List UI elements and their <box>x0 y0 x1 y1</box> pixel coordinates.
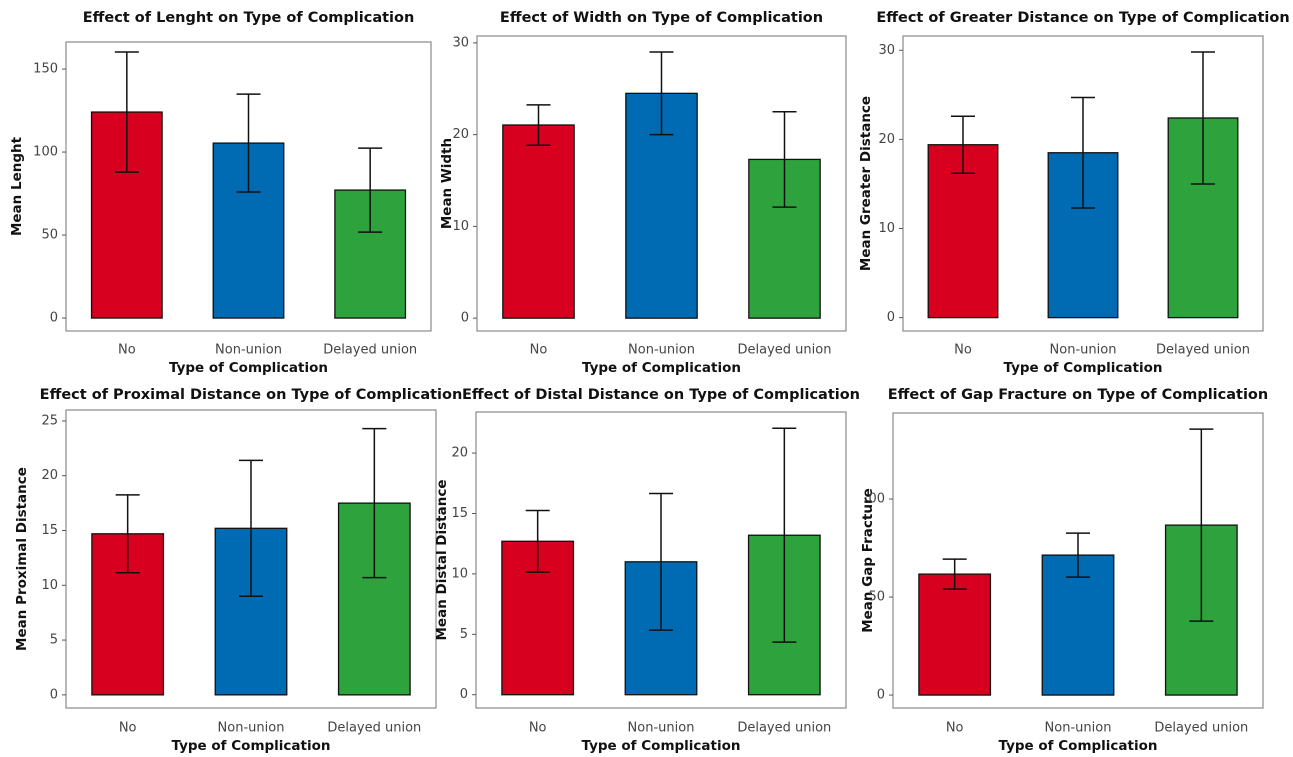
y-tick-label: 25 <box>41 413 58 428</box>
y-tick-label: 5 <box>50 633 58 648</box>
x-tick-label: Delayed union <box>327 721 421 736</box>
chart-title: Effect of Proximal Distance on Type of C… <box>40 387 463 403</box>
y-axis-label: Mean Proximal Distance <box>14 467 30 651</box>
y-tick-label: 150 <box>33 62 58 77</box>
x-axis-label: Type of Complication <box>171 738 330 754</box>
y-tick-label: 20 <box>451 446 468 461</box>
x-tick-label: No <box>946 721 964 736</box>
y-tick-label: 0 <box>460 687 468 702</box>
chart-title: Effect of Width on Type of Complication <box>500 10 823 26</box>
y-tick-label: 10 <box>451 566 468 581</box>
x-axis-label: Type of Complication <box>169 360 328 376</box>
plot-frame <box>475 411 847 709</box>
x-tick-label: No <box>530 343 548 358</box>
y-axis-label: Mean Greater Distance <box>858 96 874 271</box>
y-tick-label: 5 <box>460 627 468 642</box>
y-tick-label: 30 <box>452 35 469 50</box>
x-tick-label: No <box>529 721 547 736</box>
plot-frame <box>476 35 847 332</box>
plot-frame <box>65 409 437 709</box>
y-tick-label: 10 <box>878 221 895 236</box>
y-tick-label: 100 <box>33 145 58 160</box>
x-tick-label: No <box>954 343 972 358</box>
y-axis-label: Mean Distal Distance <box>434 480 450 641</box>
y-tick-label: 20 <box>41 468 58 483</box>
chart-title: Effect of Gap Fracture on Type of Compli… <box>888 387 1268 403</box>
x-tick-label: No <box>118 343 136 358</box>
x-tick-label: No <box>119 721 137 736</box>
x-tick-label: Non-union <box>628 343 695 358</box>
y-tick-label: 15 <box>451 506 468 521</box>
y-tick-label: 0 <box>877 688 885 703</box>
y-tick-label: 50 <box>41 228 58 243</box>
y-tick-label: 0 <box>887 310 895 325</box>
chart-title: Effect of Distal Distance on Type of Com… <box>462 387 860 403</box>
x-tick-label: Non-union <box>1050 343 1117 358</box>
y-tick-label: 0 <box>461 311 469 326</box>
x-tick-label: Delayed union <box>1156 343 1250 358</box>
x-tick-label: Delayed union <box>1154 721 1248 736</box>
y-tick-label: 30 <box>878 43 895 58</box>
x-axis-label: Type of Complication <box>582 360 741 376</box>
x-tick-label: Non-union <box>218 721 285 736</box>
chart-title: Effect of Greater Distance on Type of Co… <box>876 10 1289 26</box>
y-tick-label: 15 <box>41 523 58 538</box>
y-tick-label: 00 <box>868 492 885 507</box>
bar <box>1041 554 1115 696</box>
y-tick-label: 0 <box>50 687 58 702</box>
y-tick-label: 20 <box>452 127 469 142</box>
y-tick-label: 10 <box>41 578 58 593</box>
x-axis-label: Type of Complication <box>1003 360 1162 376</box>
chart-title: Effect of Lenght on Type of Complication <box>83 10 415 26</box>
x-tick-label: Delayed union <box>323 343 417 358</box>
x-axis-label: Type of Complication <box>581 738 740 754</box>
x-tick-label: Delayed union <box>737 721 831 736</box>
bar <box>502 124 575 319</box>
x-axis-label: Type of Complication <box>998 738 1157 754</box>
plot-frame <box>65 41 432 332</box>
plot-frame <box>902 35 1264 332</box>
x-tick-label: Non-union <box>215 343 282 358</box>
y-tick-label: 50 <box>868 590 885 605</box>
bar <box>918 573 992 696</box>
x-tick-label: Non-union <box>1045 721 1112 736</box>
y-axis-label: Mean Width <box>439 138 455 229</box>
y-tick-label: 20 <box>878 132 895 147</box>
x-tick-label: Delayed union <box>738 343 832 358</box>
y-tick-label: 0 <box>50 311 58 326</box>
y-tick-label: 10 <box>452 219 469 234</box>
x-tick-label: Non-union <box>628 721 695 736</box>
plot-frame <box>892 412 1264 709</box>
y-axis-label: Mean Lenght <box>9 136 25 236</box>
y-axis-label: Mean Gap Fracture <box>860 488 876 633</box>
